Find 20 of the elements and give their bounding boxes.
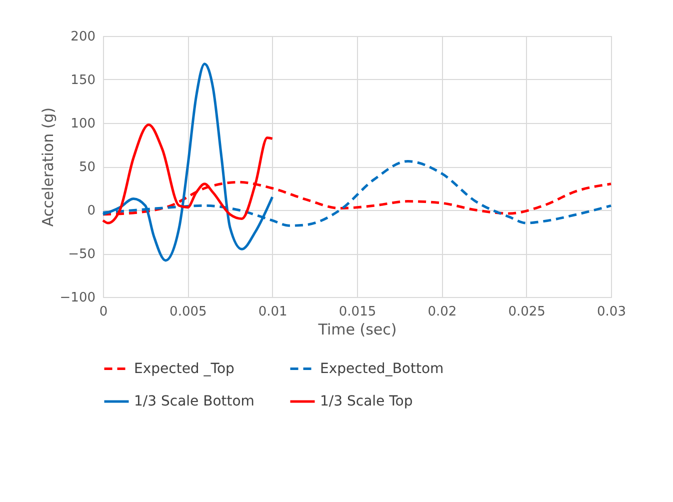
y-tick-label: 100	[70, 116, 96, 132]
x-tick-label: 0.02	[428, 304, 457, 320]
legend-label: 1/3 Scale Top	[320, 394, 413, 410]
y-tick-label: −50	[68, 247, 96, 262]
x-tick-label: 0.005	[170, 304, 207, 320]
x-axis-title: Time (sec)	[317, 320, 397, 338]
x-tick-label: 0.025	[508, 304, 546, 320]
legend-label: Expected _Top	[134, 360, 235, 377]
x-tick-label: 0.03	[597, 304, 626, 320]
y-axis-title: Acceleration (g)	[38, 107, 57, 227]
y-tick-label: −100	[60, 290, 96, 306]
legend-label: Expected_Bottom	[320, 360, 444, 377]
x-tick-label: 0.01	[258, 304, 288, 320]
x-tick-label: 0	[99, 304, 108, 320]
y-tick-label: 50	[78, 160, 96, 175]
y-tick-label: 150	[70, 73, 96, 88]
y-tick-label: 0	[87, 204, 96, 218]
x-tick-label: 0.015	[338, 304, 376, 320]
legend-label: 1/3 Scale Bottom	[134, 394, 254, 410]
y-tick-label: 200	[70, 30, 96, 44]
